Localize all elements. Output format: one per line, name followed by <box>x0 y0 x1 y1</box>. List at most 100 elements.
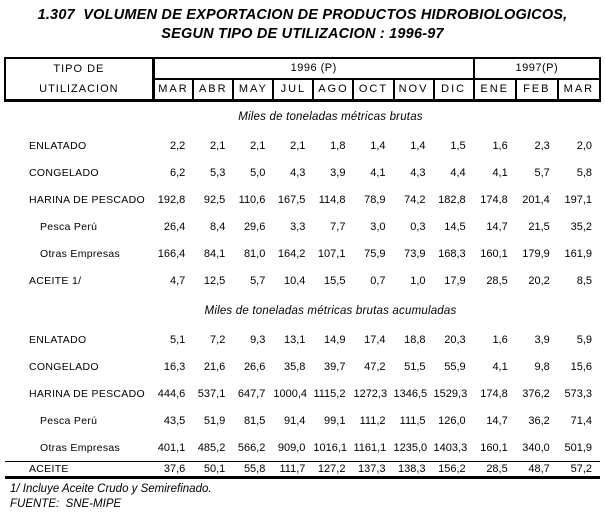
data-cell: 0,7 <box>370 275 386 287</box>
data-cell: 192,8 <box>157 194 186 206</box>
data-cell: 21,6 <box>203 361 226 373</box>
data-cell: 1,0 <box>410 275 426 287</box>
data-cell: 1272,3 <box>353 388 388 400</box>
month-header-feb-1997: FEB <box>515 78 559 102</box>
data-cell: 160,1 <box>480 441 508 454</box>
footnote-source: FUENTE: SNE-MIPE <box>10 498 122 510</box>
data-cell: 166,4 <box>157 248 186 260</box>
data-cell: 13,1 <box>283 334 306 346</box>
row-label: ENLATADO <box>29 140 87 152</box>
table-body: Miles de toneladas métricas brutas ENLATA… <box>5 101 600 479</box>
data-cell: 8,5 <box>576 275 592 287</box>
data-cell: 12,5 <box>203 275 226 287</box>
data-cell: 5,8 <box>576 167 592 179</box>
data-cell: 26,4 <box>163 221 186 233</box>
data-cell: 4,4 <box>450 167 466 179</box>
data-cell: 92,5 <box>203 194 226 206</box>
footnotes: 1/ Incluye Aceite Crudo y Semirefinado. … <box>10 482 605 512</box>
data-cell: 4,3 <box>290 167 306 179</box>
row-header-line-1: TIPO DE <box>53 63 105 75</box>
section-heading-row: Miles de toneladas métricas brutas <box>5 101 600 133</box>
row-header-cell: TIPO DE UTILIZACION <box>3 57 155 102</box>
page-title-line-2: SEGUN TIPO DE UTILIZACION : 1996-97 <box>161 26 444 42</box>
data-cell: 48,7 <box>515 461 558 479</box>
data-cell: 160,1 <box>480 248 508 260</box>
data-cell: 14,7 <box>486 415 508 427</box>
row-label: CONGELADO <box>29 167 99 179</box>
data-cell: 35,8 <box>283 361 306 373</box>
data-cell: 55,8 <box>233 461 274 479</box>
data-cell: 3,0 <box>370 221 386 233</box>
data-cell: 0,3 <box>410 221 426 233</box>
month-header-abr-1996: ABR <box>193 78 235 102</box>
data-cell: 2,3 <box>534 140 550 152</box>
table-row: CONGELADO 6,2 5,3 5,0 4,3 3,9 4,1 4,3 4,4 4,1 5,7 5… <box>5 160 600 187</box>
data-cell: 14,7 <box>486 221 508 233</box>
data-cell: 51,9 <box>203 415 226 427</box>
row-label: HARINA DE PESCADO <box>29 388 145 400</box>
data-cell: 3,9 <box>330 167 346 179</box>
data-cell: 1,8 <box>330 140 346 152</box>
data-cell: 3,9 <box>534 334 550 346</box>
row-label: Pesca Perú <box>40 221 98 233</box>
data-cell: 485,2 <box>197 441 226 454</box>
data-cell: 1161,1 <box>353 441 387 454</box>
data-cell: 566,2 <box>237 441 266 454</box>
data-cell: 1,6 <box>492 334 508 346</box>
row-label: Otras Empresas <box>40 441 121 454</box>
table-row: Otras Empresas 401,1 485,2 566,2 909,0 1016,1… <box>5 435 600 462</box>
data-cell: 16,3 <box>163 361 186 373</box>
data-cell: 110,6 <box>238 194 266 206</box>
data-cell: 909,0 <box>277 441 306 454</box>
data-cell: 36,2 <box>528 415 550 427</box>
data-cell: 573,3 <box>564 388 592 400</box>
row-label: ACEITE 1/ <box>29 275 82 287</box>
data-cell: 111,7 <box>273 461 314 479</box>
table-row: HARINA DE PESCADO 192,8 92,5 110,6 167,5 114,… <box>5 187 600 214</box>
data-cell: 28,5 <box>486 275 508 287</box>
data-cell: 8,4 <box>210 221 226 233</box>
data-cell: 126,0 <box>438 415 466 427</box>
data-cell: 21,5 <box>528 221 550 233</box>
data-cell: 1000,4 <box>273 388 308 400</box>
data-cell: 4,1 <box>492 361 508 373</box>
data-cell: 18,8 <box>404 334 426 346</box>
data-cell: 111,5 <box>399 415 426 427</box>
month-header-may-1996: MAY <box>233 78 275 102</box>
month-header-row: MAR ABR MAY JUL AGO OCT NOV DIC ENE FEB … <box>5 78 602 102</box>
data-cell: 1529,3 <box>433 388 468 400</box>
section-heading: Miles de toneladas métricas brutas acumu… <box>204 304 457 317</box>
row-label: Otras Empresas <box>40 248 121 260</box>
data-cell: 107,1 <box>317 248 346 260</box>
data-cell: 5,3 <box>210 167 226 179</box>
data-cell: 114,8 <box>318 194 346 206</box>
table-header: TIPO DE UTILIZACION 1996 (P) 1997(P) MAR… <box>3 57 602 102</box>
data-cell: 55,9 <box>444 361 466 373</box>
data-cell: 6,2 <box>169 167 186 179</box>
data-cell: 111,2 <box>359 415 386 427</box>
row-label: HARINA DE PESCADO <box>29 194 145 206</box>
data-cell: 29,6 <box>243 221 266 233</box>
data-cell: 537,1 <box>197 388 226 400</box>
row-label: CONGELADO <box>29 361 99 373</box>
data-cell: 73,9 <box>404 248 426 260</box>
data-cell: 84,1 <box>203 248 226 260</box>
data-cell: 156,2 <box>433 461 474 479</box>
data-cell: 174,8 <box>480 388 508 400</box>
year-header-row: TIPO DE UTILIZACION 1996 (P) 1997(P) <box>3 57 602 102</box>
month-header-ago-1996: AGO <box>313 78 355 102</box>
data-cell: 401,1 <box>157 441 186 454</box>
data-cell: 57,2 <box>557 461 600 479</box>
data-cell: 81,5 <box>243 415 266 427</box>
data-cell: 161,9 <box>564 248 592 260</box>
data-cell: 78,9 <box>364 194 386 206</box>
month-header-mar-1997: MAR <box>557 78 602 102</box>
data-cell: 9,8 <box>534 361 550 373</box>
data-cell: 4,1 <box>370 167 386 179</box>
data-cell: 127,2 <box>313 461 354 479</box>
data-cell: 1403,3 <box>433 441 468 454</box>
data-cell: 340,0 <box>522 441 550 454</box>
data-cell: 2,1 <box>210 140 226 152</box>
row-label: ENLATADO <box>29 334 87 346</box>
data-cell: 71,4 <box>570 415 592 427</box>
